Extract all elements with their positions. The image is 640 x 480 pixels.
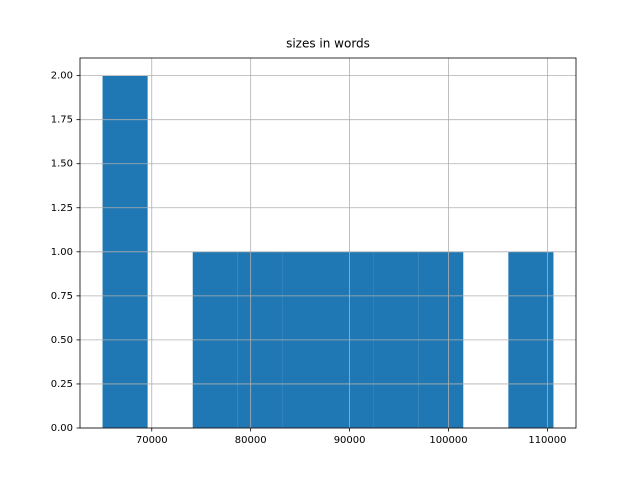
chart-title: sizes in words	[286, 37, 370, 51]
y-tick-label: 1.50	[51, 159, 73, 170]
y-tick-label: 0.00	[51, 423, 73, 434]
y-tick-label: 0.50	[51, 335, 73, 346]
y-tick-label: 1.25	[51, 203, 73, 214]
y-tick-label: 1.00	[51, 247, 73, 258]
x-tick-label: 80000	[235, 435, 267, 446]
x-tick-label: 100000	[429, 435, 467, 446]
plot-frame	[79, 57, 577, 429]
y-tick-label: 1.75	[51, 115, 73, 126]
y-tick-label: 2.00	[51, 71, 73, 82]
x-tick-label: 70000	[136, 435, 168, 446]
x-tick-label: 110000	[528, 435, 566, 446]
y-tick-label: 0.75	[51, 291, 73, 302]
y-tick-label: 0.25	[51, 379, 73, 390]
x-tick-label: 90000	[334, 435, 366, 446]
